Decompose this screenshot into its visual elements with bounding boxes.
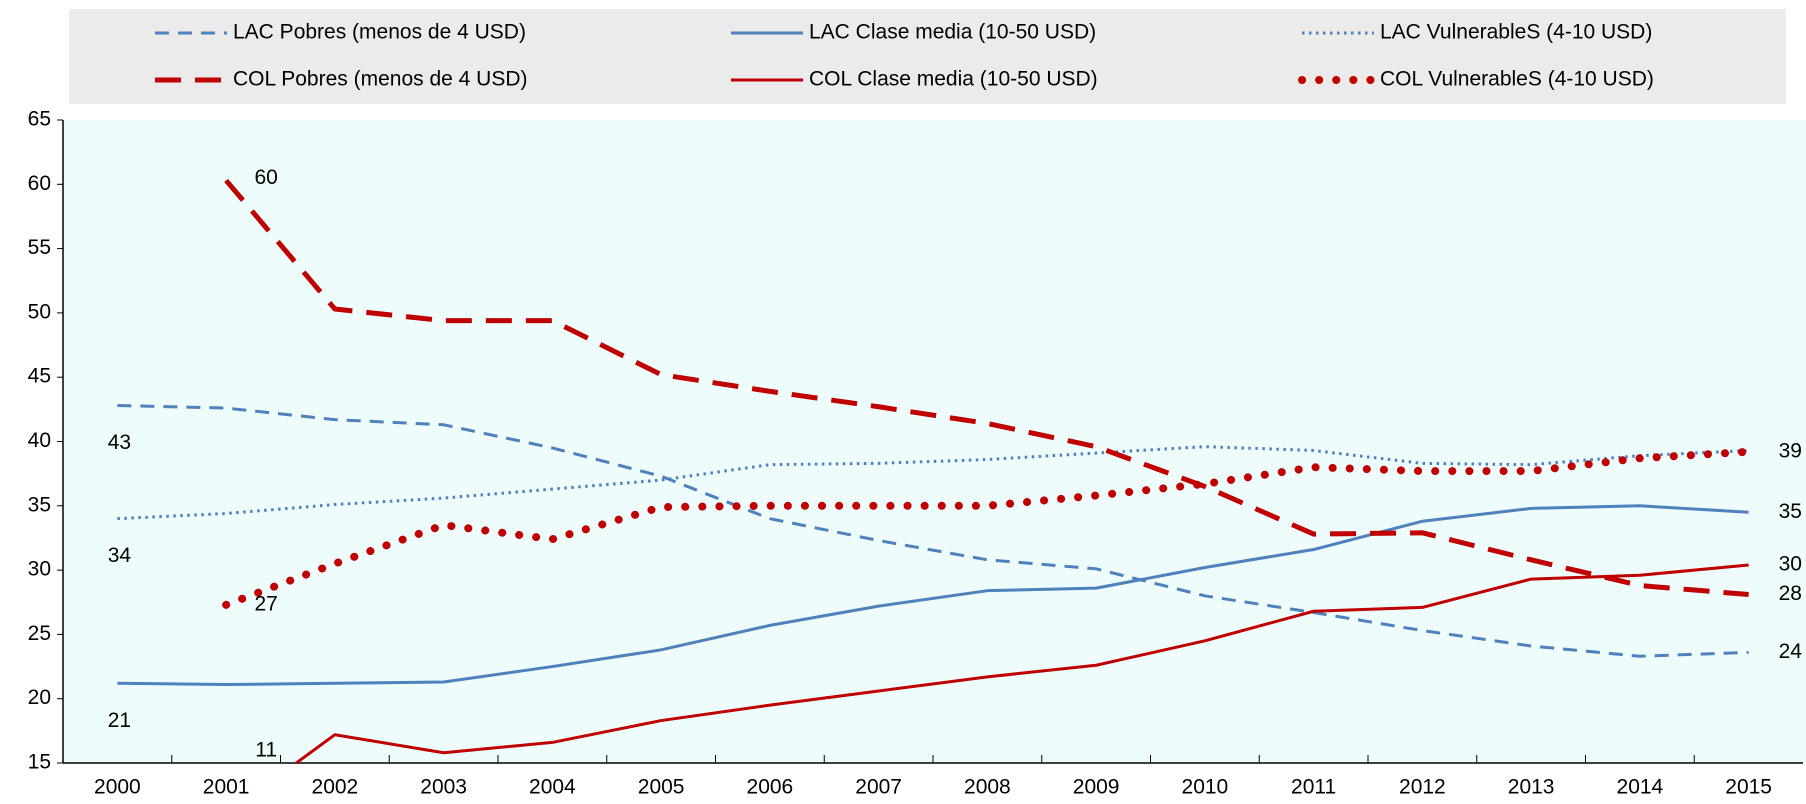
x-tick-label: 2008	[964, 776, 1011, 799]
legend-label: LAC Clase media (10-50 USD)	[809, 21, 1096, 44]
y-tick-label: 55	[28, 236, 51, 259]
series-line	[117, 403, 1749, 658]
x-tick-label: 2009	[1073, 776, 1120, 799]
data-label: 30	[1779, 553, 1802, 576]
data-label: 21	[108, 709, 131, 732]
legend-label: LAC Pobres (menos de 4 USD)	[233, 21, 526, 44]
y-tick-label: 30	[28, 558, 51, 581]
x-tick-label: 2006	[747, 776, 794, 799]
legend-label: COL VulnerableS (4-10 USD)	[1380, 68, 1654, 91]
data-label: 28	[1779, 582, 1802, 605]
data-label: 39	[1779, 439, 1802, 462]
legend-label: LAC VulnerableS (4-10 USD)	[1380, 21, 1652, 44]
y-tick-label: 20	[28, 686, 51, 709]
legend-label: COL Pobres (menos de 4 USD)	[233, 68, 528, 91]
plot-lines	[117, 178, 1753, 763]
series-line	[293, 563, 1749, 763]
x-tick-label: 2012	[1399, 776, 1446, 799]
y-tick-label: 25	[28, 622, 51, 645]
data-label: 43	[108, 431, 131, 454]
y-tick-label: 50	[28, 300, 51, 323]
data-label: 34	[108, 544, 132, 567]
x-tick-label: 2005	[638, 776, 685, 799]
y-tick-label: 60	[28, 172, 51, 195]
x-tick-label: 2002	[312, 776, 359, 799]
x-tick-label: 2010	[1182, 776, 1229, 799]
legend-box	[69, 9, 1786, 104]
x-tick-label: 2015	[1725, 776, 1772, 799]
y-tick-label: 45	[28, 365, 51, 388]
legend-label: COL Clase media (10-50 USD)	[809, 68, 1098, 91]
x-tick-label: 2001	[203, 776, 250, 799]
data-label: 60	[254, 166, 277, 189]
data-label: 11	[255, 739, 277, 762]
data-label: 27	[254, 592, 277, 615]
x-tick-label: 2014	[1617, 776, 1664, 799]
series-line	[224, 178, 1749, 598]
series-line	[117, 504, 1749, 687]
y-tick-label: 65	[28, 108, 51, 131]
x-tick-label: 2007	[855, 776, 902, 799]
x-tick-label: 2013	[1508, 776, 1555, 799]
x-tick-label: 2003	[420, 776, 467, 799]
data-label: 24	[1779, 640, 1803, 663]
x-tick-label: 2004	[529, 776, 576, 799]
y-tick-label: 35	[28, 493, 51, 516]
y-tick-label: 15	[28, 751, 51, 774]
x-tick-label: 2011	[1291, 776, 1336, 799]
plot-area	[63, 120, 1806, 763]
data-label: 35	[1779, 500, 1802, 523]
y-tick-label: 40	[28, 429, 51, 452]
x-tick-label: 2000	[94, 776, 141, 799]
